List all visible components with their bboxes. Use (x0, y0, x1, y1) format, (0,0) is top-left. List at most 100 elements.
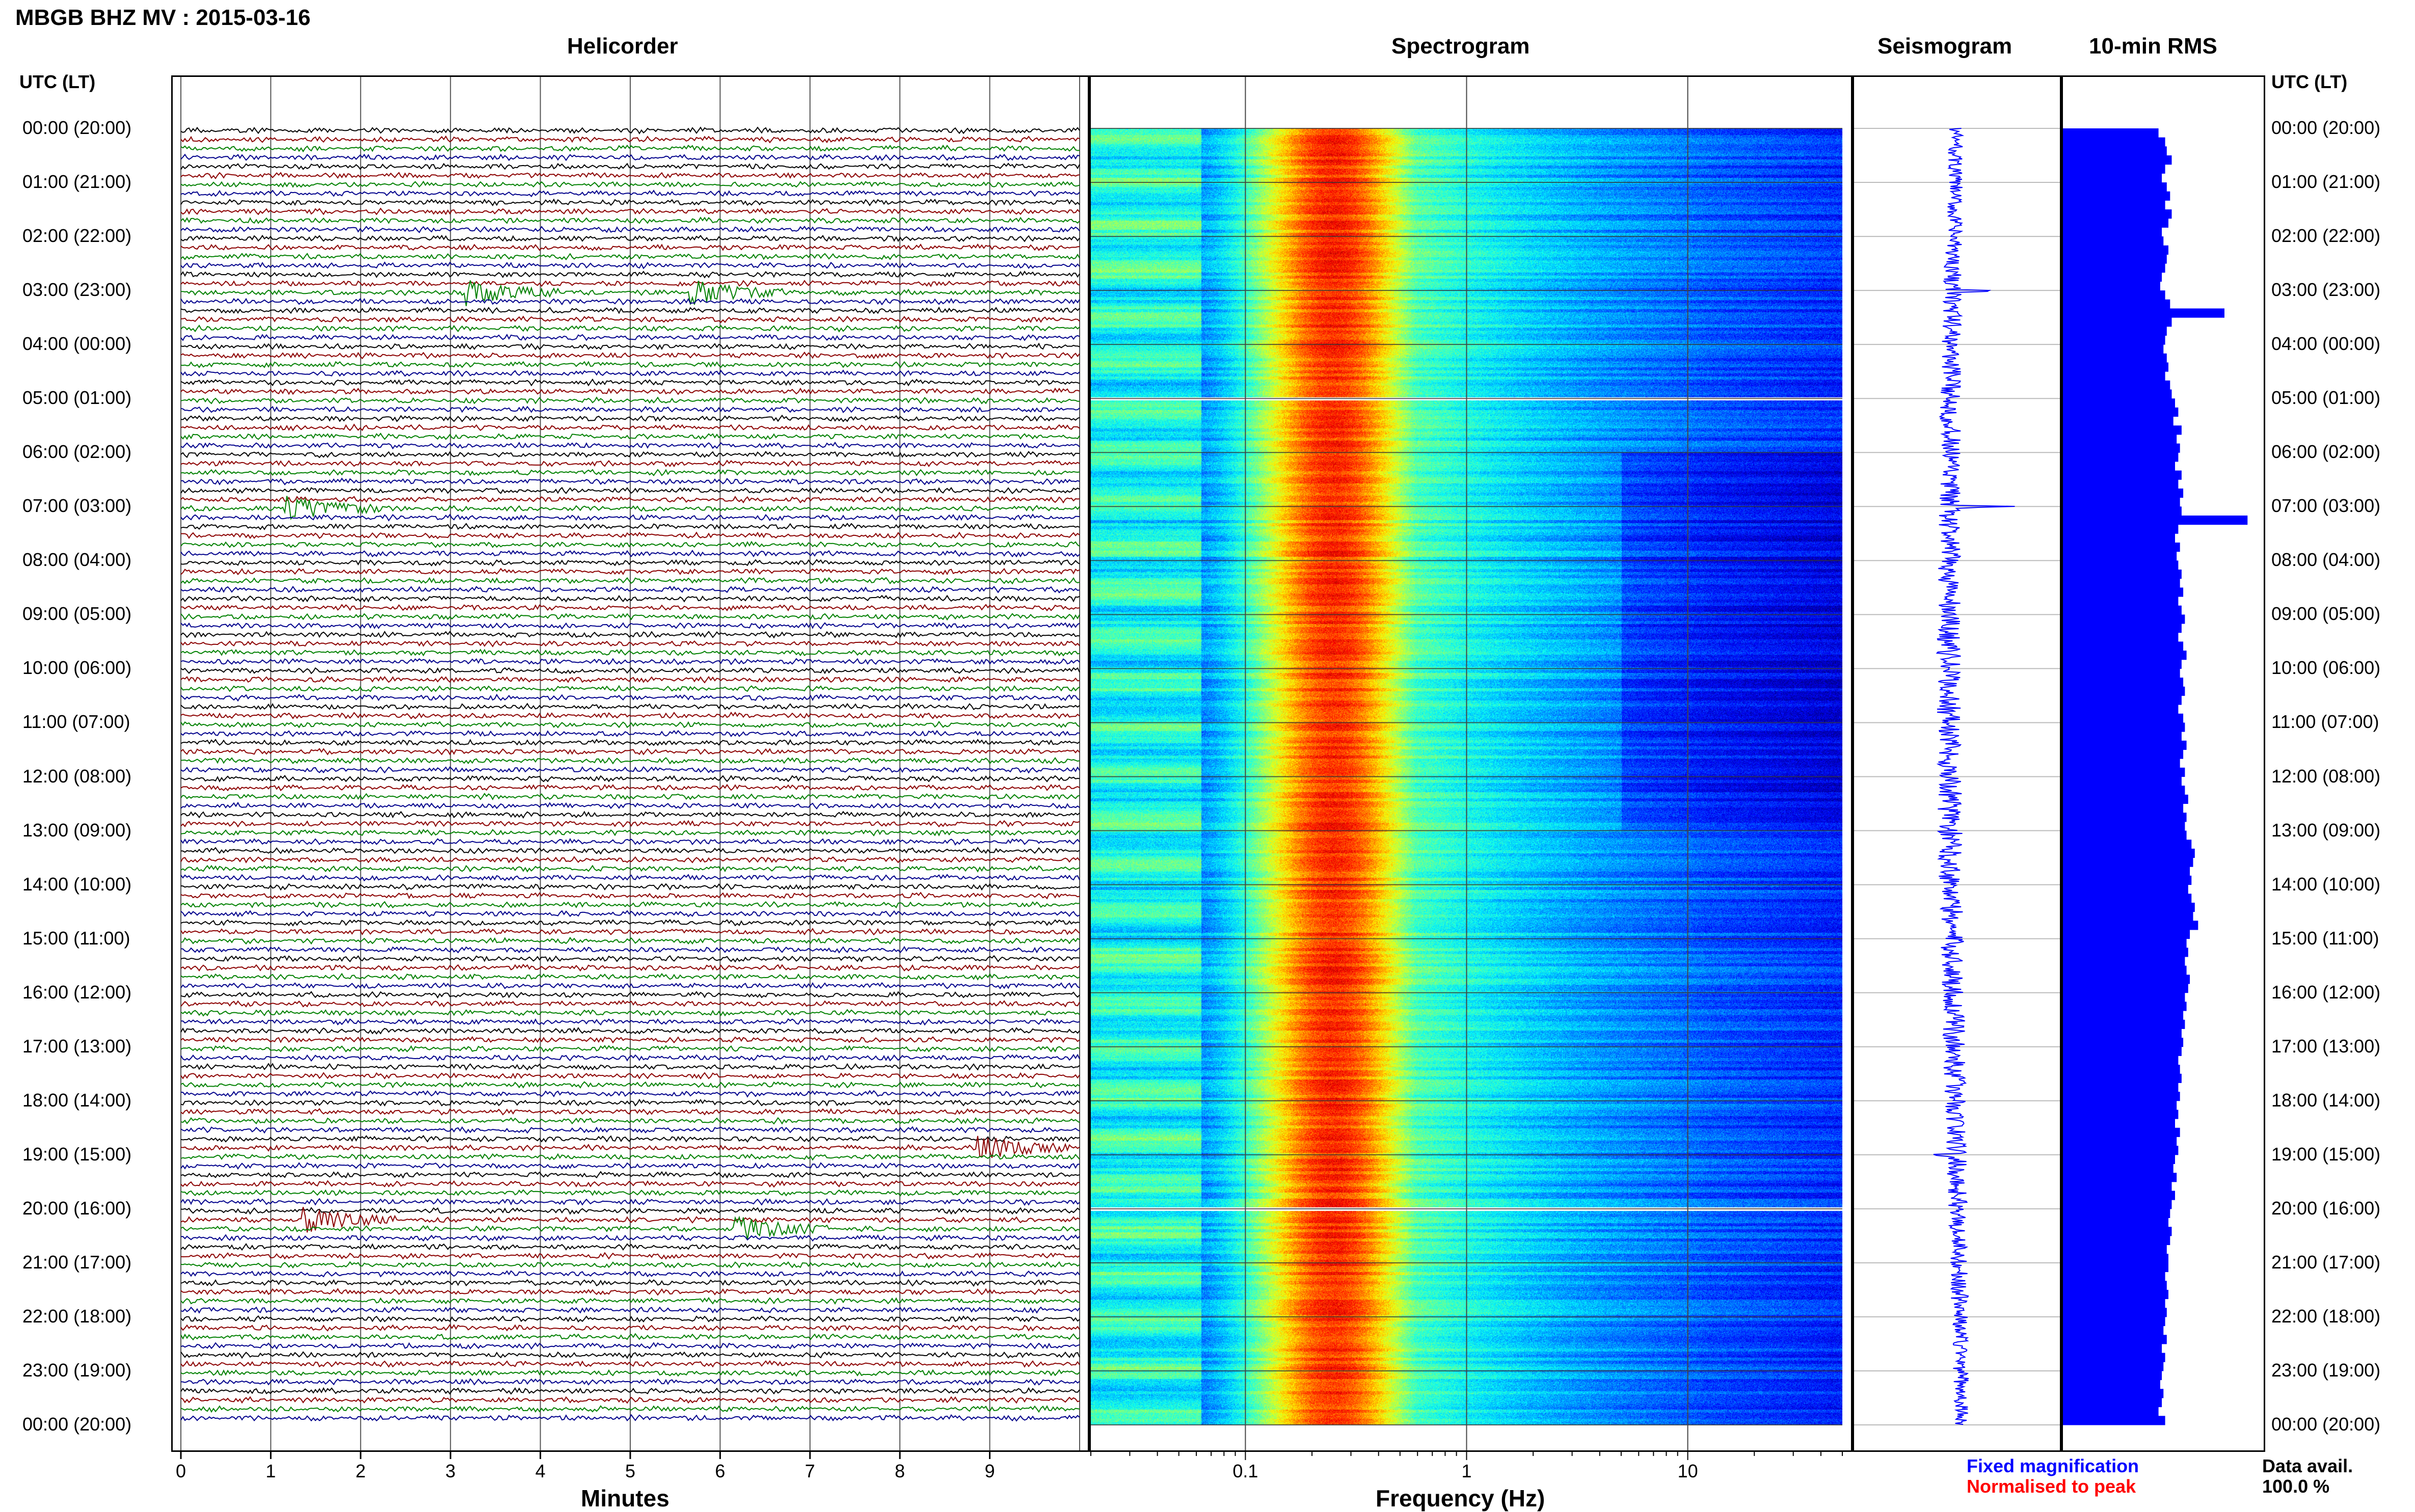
time-label-right: 23:00 (19:00) (2271, 1359, 2381, 1381)
rms-bar (2063, 668, 2180, 678)
rms-bar (2063, 1200, 2172, 1209)
rms-bar (2063, 1353, 2165, 1362)
helicorder-trace (180, 387, 1080, 395)
rms-bar (2063, 1019, 2185, 1029)
rms-bar (2063, 848, 2195, 858)
helicorder-trace (180, 523, 1080, 530)
frequency-tick-label: 10 (1678, 1461, 1698, 1481)
helicorder-trace (180, 361, 1080, 369)
helicorder-trace (180, 333, 1080, 341)
helicorder-trace (180, 693, 1080, 702)
helicorder-trace (180, 676, 1080, 684)
helicorder-trace (180, 1090, 1080, 1098)
rms-bar (2063, 624, 2182, 633)
rms-bar (2063, 570, 2182, 579)
time-label-left: 15:00 (11:00) (22, 927, 130, 949)
helicorder-trace (180, 640, 1080, 647)
rms-bar (2063, 371, 2165, 381)
time-label-right: 00:00 (20:00) (2271, 117, 2381, 138)
rms-bar (2063, 767, 2185, 777)
rms-bar (2063, 1416, 2165, 1425)
page-title: MBGB BHZ MV : 2015-03-16 (15, 5, 311, 30)
helicorder-trace (180, 604, 1080, 612)
rms-bar (2063, 434, 2177, 444)
helicorder-trace (180, 936, 1080, 945)
time-label-left: 10:00 (06:00) (22, 657, 132, 679)
helicorder-trace (180, 1189, 1080, 1197)
rms-bar (2063, 713, 2184, 723)
helicorder-trace (180, 595, 1080, 603)
helicorder-trace (180, 477, 1080, 485)
minute-tick-label: 7 (805, 1461, 815, 1481)
rms-bar (2063, 1046, 2182, 1056)
minute-tick-label: 2 (356, 1461, 366, 1481)
rms-bar (2063, 587, 2184, 597)
rms-bar (2063, 380, 2170, 390)
helicorder-trace (180, 487, 1080, 494)
rms-bar (2063, 299, 2170, 309)
rms-bar (2063, 578, 2180, 588)
helicorder-trace (180, 1216, 1080, 1240)
rms-bar (2063, 1164, 2174, 1173)
helicorder-trace (180, 1180, 1080, 1188)
time-label-right: 14:00 (10:00) (2271, 873, 2381, 895)
helicorder-trace (180, 829, 1080, 836)
helicorder-traces (180, 77, 1080, 1450)
rms-bar (2063, 1137, 2177, 1146)
rms-bar (2063, 479, 2179, 489)
minute-tick-label: 4 (535, 1461, 546, 1481)
helicorder-trace (180, 342, 1080, 350)
rms-bar (2063, 975, 2190, 984)
time-label-right: 08:00 (04:00) (2271, 549, 2381, 571)
time-label-right: 16:00 (12:00) (2271, 981, 2381, 1003)
rms-bar (2063, 389, 2172, 399)
rms-bar (2063, 524, 2179, 534)
rms-bar (2063, 1262, 2168, 1273)
helicorder-trace (180, 1136, 1080, 1158)
time-label-left: 02:00 (22:00) (22, 225, 132, 247)
time-label-right: 04:00 (00:00) (2271, 333, 2381, 355)
helicorder-trace (180, 514, 1080, 522)
helicorder-trace (180, 153, 1080, 161)
helicorder-trace (180, 928, 1080, 936)
helicorder-trace (180, 1171, 1080, 1179)
helicorder-trace (180, 172, 1080, 179)
helicorder-trace (180, 126, 1080, 134)
rms-bar (2063, 1254, 2168, 1263)
helicorder-trace (180, 919, 1080, 927)
minute-tick-label: 0 (176, 1461, 186, 1481)
time-label-left: 19:00 (15:00) (22, 1143, 132, 1165)
rms-bar (2063, 245, 2168, 255)
helicorder-trace (180, 774, 1080, 782)
rms-bar (2063, 1065, 2180, 1074)
rms-bar (2063, 894, 2192, 903)
helicorder-trace (180, 1261, 1080, 1269)
rms-bar (2063, 884, 2188, 894)
rms-bar (2063, 1235, 2170, 1246)
helicorder-trace (180, 622, 1080, 630)
rms-bar (2063, 488, 2184, 498)
rms-bar (2063, 1119, 2175, 1128)
rms-bar (2063, 497, 2180, 507)
seismogram-trace (1854, 128, 2060, 1425)
rms-bar (2063, 938, 2187, 948)
rms-bar (2063, 1011, 2184, 1020)
rms-bar (2063, 425, 2182, 435)
rms-bar (2063, 416, 2174, 426)
helicorder-trace (180, 847, 1080, 855)
time-label-left: 04:00 (00:00) (22, 333, 132, 355)
rms-bar (2063, 1002, 2187, 1011)
time-label-right: 18:00 (14:00) (2271, 1089, 2381, 1111)
helicorder-trace (180, 1045, 1080, 1052)
helicorder-trace (180, 559, 1080, 566)
seismogram-title: Seismogram (1877, 34, 2013, 59)
helicorder-trace (180, 1126, 1080, 1134)
rms-bar (2063, 740, 2187, 750)
rms-bar (2063, 308, 2224, 318)
helicorder-trace (180, 315, 1080, 323)
time-label-left: 03:00 (23:00) (22, 279, 132, 301)
helicorder-trace (180, 190, 1080, 198)
helicorder-trace (180, 1108, 1080, 1116)
time-label-right: 11:00 (07:00) (2271, 711, 2379, 733)
helicorder-trace (180, 207, 1080, 215)
